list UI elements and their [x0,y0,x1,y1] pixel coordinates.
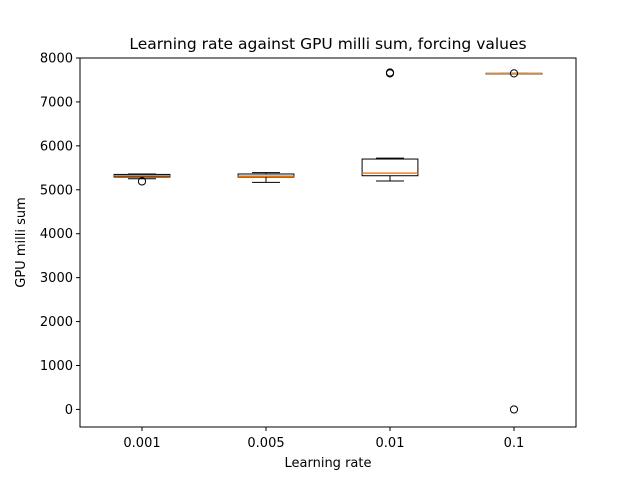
y-tick-label: 1000 [40,359,73,374]
x-tick-label: 0.001 [123,436,160,451]
chart-title: Learning rate against GPU milli sum, for… [129,35,526,53]
y-tick-label: 6000 [40,139,73,154]
y-axis-label: GPU milli sum [14,197,29,287]
y-tick-label: 5000 [40,183,73,198]
box-iqr [361,158,419,177]
x-tick-label: 0.005 [247,436,284,451]
box-group-0.005 [237,172,295,183]
box-group-0.1 [485,69,543,414]
outlier-point [509,69,519,78]
y-tick-label: 4000 [40,227,73,242]
outlier-point [385,68,395,77]
box-group-0.001 [113,173,171,186]
y-tick-label: 7000 [40,95,73,110]
plot-frame [79,57,577,428]
x-axis-ticks: 0.001 0.005 0.01 0.1 [123,427,524,451]
plot-area [113,68,543,414]
box-group-0.01 [361,68,419,182]
x-tick-label: 0.01 [376,436,405,451]
y-tick-label: 2000 [40,315,73,330]
outlier-point [509,405,519,414]
y-tick-label: 0 [65,403,73,418]
y-axis-ticks: 0 1000 2000 3000 4000 5000 6000 7000 8000 [40,52,80,418]
x-axis-label: Learning rate [285,456,372,471]
outlier-point [137,177,147,186]
y-tick-label: 8000 [40,52,73,67]
x-tick-label: 0.1 [504,436,525,451]
y-tick-label: 3000 [40,271,73,286]
